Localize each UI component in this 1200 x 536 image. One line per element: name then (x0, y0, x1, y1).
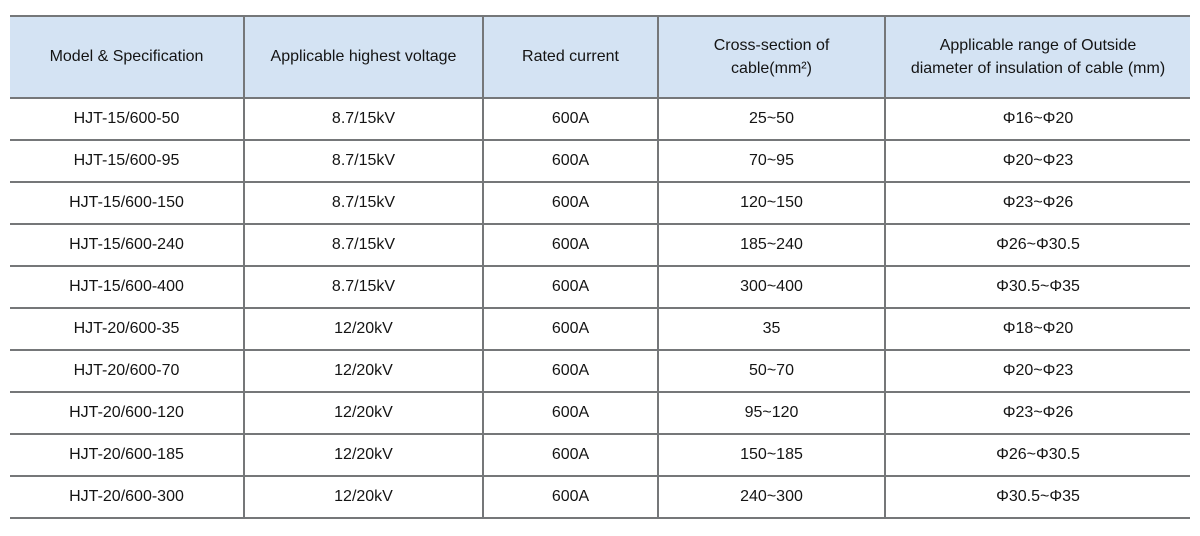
table-row: HJT-20/600-70 12/20kV 600A 50~70 Φ20~Φ23 (10, 349, 1190, 393)
cell-diameter-range: Φ16~Φ20 (884, 97, 1190, 141)
cell-cross-section: 185~240 (657, 223, 886, 267)
cell-voltage: 8.7/15kV (243, 97, 484, 141)
cell-voltage: 12/20kV (243, 307, 484, 351)
column-header-line: Cross-section of (713, 36, 830, 54)
cell-voltage: 12/20kV (243, 433, 484, 477)
cell-model: HJT-15/600-150 (10, 181, 245, 225)
column-header-line: cable(mm²) (731, 60, 812, 77)
cell-current: 600A (482, 181, 659, 225)
cell-diameter-range: Φ23~Φ26 (884, 391, 1190, 435)
cell-cross-section: 300~400 (657, 265, 886, 309)
cell-diameter-range: Φ23~Φ26 (884, 181, 1190, 225)
cell-voltage: 8.7/15kV (243, 265, 484, 309)
cell-current: 600A (482, 139, 659, 183)
cell-voltage: 12/20kV (243, 475, 484, 519)
table-row: HJT-15/600-95 8.7/15kV 600A 70~95 Φ20~Φ2… (10, 139, 1190, 183)
cell-diameter-range: Φ26~Φ30.5 (884, 433, 1190, 477)
cell-model: HJT-15/600-240 (10, 223, 245, 267)
cell-current: 600A (482, 475, 659, 519)
table-body: HJT-15/600-50 8.7/15kV 600A 25~50 Φ16~Φ2… (10, 97, 1190, 519)
table-row: HJT-15/600-150 8.7/15kV 600A 120~150 Φ23… (10, 181, 1190, 225)
cell-voltage: 8.7/15kV (243, 223, 484, 267)
cell-current: 600A (482, 391, 659, 435)
column-header-diameter-range: Applicable range of Outside diameter of … (884, 15, 1190, 99)
table-row: HJT-20/600-185 12/20kV 600A 150~185 Φ26~… (10, 433, 1190, 477)
cell-voltage: 8.7/15kV (243, 181, 484, 225)
column-header-line: Applicable highest voltage (270, 48, 457, 66)
table-row: HJT-15/600-50 8.7/15kV 600A 25~50 Φ16~Φ2… (10, 97, 1190, 141)
column-header-model: Model & Specification (10, 15, 245, 99)
cell-cross-section: 120~150 (657, 181, 886, 225)
cell-model: HJT-20/600-35 (10, 307, 245, 351)
column-header-current: Rated current (482, 15, 659, 99)
cell-diameter-range: Φ30.5~Φ35 (884, 265, 1190, 309)
cell-current: 600A (482, 349, 659, 393)
cell-cross-section: 95~120 (657, 391, 886, 435)
cell-current: 600A (482, 97, 659, 141)
cell-cross-section: 50~70 (657, 349, 886, 393)
cell-model: HJT-15/600-50 (10, 97, 245, 141)
cell-cross-section: 70~95 (657, 139, 886, 183)
cell-current: 600A (482, 265, 659, 309)
cell-model: HJT-20/600-185 (10, 433, 245, 477)
cell-cross-section: 25~50 (657, 97, 886, 141)
cell-diameter-range: Φ20~Φ23 (884, 139, 1190, 183)
cell-model: HJT-15/600-95 (10, 139, 245, 183)
cell-diameter-range: Φ30.5~Φ35 (884, 475, 1190, 519)
column-header-line: Applicable range of Outside (939, 36, 1137, 54)
cell-model: HJT-20/600-70 (10, 349, 245, 393)
cell-diameter-range: Φ18~Φ20 (884, 307, 1190, 351)
cell-diameter-range: Φ26~Φ30.5 (884, 223, 1190, 267)
header-row: Model & Specification Applicable highest… (10, 15, 1190, 99)
table-header: Model & Specification Applicable highest… (10, 15, 1190, 99)
table-row: HJT-15/600-240 8.7/15kV 600A 185~240 Φ26… (10, 223, 1190, 267)
cell-voltage: 12/20kV (243, 391, 484, 435)
cell-current: 600A (482, 223, 659, 267)
column-header-line: Model & Specification (49, 48, 204, 66)
column-header-line: Rated current (522, 48, 619, 66)
column-header-line: diameter of insulation of cable (mm) (910, 60, 1166, 77)
cell-diameter-range: Φ20~Φ23 (884, 349, 1190, 393)
cell-voltage: 8.7/15kV (243, 139, 484, 183)
cell-voltage: 12/20kV (243, 349, 484, 393)
cell-cross-section: 240~300 (657, 475, 886, 519)
column-header-voltage: Applicable highest voltage (243, 15, 484, 99)
table-row: HJT-15/600-400 8.7/15kV 600A 300~400 Φ30… (10, 265, 1190, 309)
table-row: HJT-20/600-300 12/20kV 600A 240~300 Φ30.… (10, 475, 1190, 519)
cell-current: 600A (482, 307, 659, 351)
column-header-cross-section: Cross-section of cable(mm²) (657, 15, 886, 99)
cell-model: HJT-20/600-300 (10, 475, 245, 519)
cell-cross-section: 35 (657, 307, 886, 351)
spec-table: Model & Specification Applicable highest… (10, 15, 1190, 519)
cell-current: 600A (482, 433, 659, 477)
cell-model: HJT-20/600-120 (10, 391, 245, 435)
cell-cross-section: 150~185 (657, 433, 886, 477)
table-row: HJT-20/600-120 12/20kV 600A 95~120 Φ23~Φ… (10, 391, 1190, 435)
cell-model: HJT-15/600-400 (10, 265, 245, 309)
table-row: HJT-20/600-35 12/20kV 600A 35 Φ18~Φ20 (10, 307, 1190, 351)
